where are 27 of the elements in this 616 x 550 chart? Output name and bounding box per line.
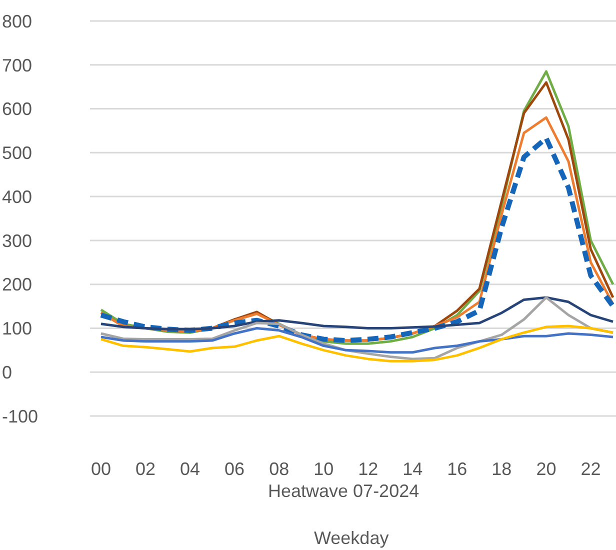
x-tick-label: 22 xyxy=(580,458,601,479)
x-tick-label: 18 xyxy=(492,458,512,479)
x-tick-label: 14 xyxy=(402,458,423,479)
y-tick-label: 300 xyxy=(2,230,32,251)
y-tick-label: -100 xyxy=(2,406,38,426)
line-series xyxy=(100,296,614,330)
y-tick-label: 100 xyxy=(2,318,32,339)
y-tick-label: 600 xyxy=(2,99,32,120)
x-tick-label: 02 xyxy=(136,458,156,479)
x-tick-label: 00 xyxy=(90,458,112,479)
x-tick-label: 12 xyxy=(358,458,378,479)
y-tick-label: 400 xyxy=(2,186,32,207)
x-axis-title: Heatwave 07-2024 xyxy=(268,481,420,502)
y-tick-label: 0 xyxy=(2,362,12,382)
x-tick-label: 16 xyxy=(447,458,468,479)
line-series xyxy=(100,324,614,362)
y-tick-label: 200 xyxy=(2,274,32,295)
x-tick-label: 08 xyxy=(269,458,290,479)
y-tick-label: 700 xyxy=(2,55,32,76)
x-tick-label: 10 xyxy=(314,458,334,479)
y-tick-label: 500 xyxy=(2,143,32,164)
line-series xyxy=(100,326,614,354)
x-tick-label: 04 xyxy=(180,458,200,479)
x-tick-label: 06 xyxy=(224,458,245,479)
x-tick-label: 20 xyxy=(536,458,556,479)
text: Weekday xyxy=(314,528,389,549)
y-tick-label: 800 xyxy=(2,11,32,32)
